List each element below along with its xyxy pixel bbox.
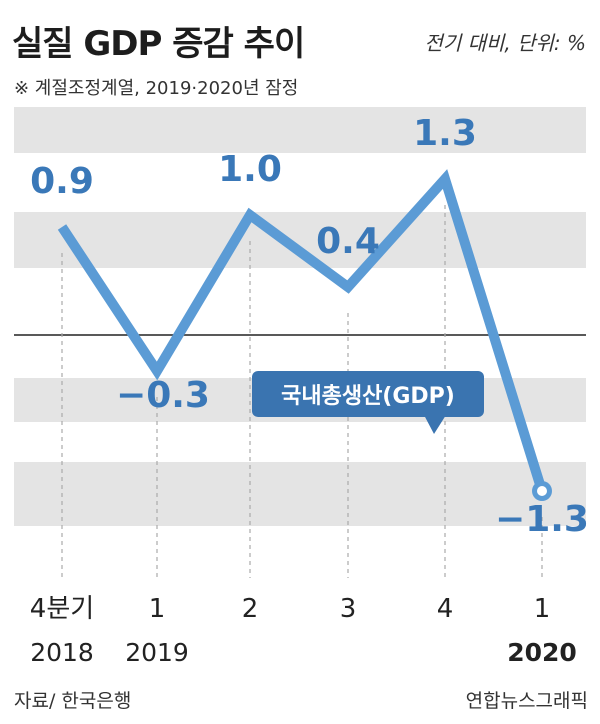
legend-label: 국내총생산(GDP)	[281, 384, 455, 409]
grid-band	[14, 462, 586, 526]
x-year-label: 2018	[30, 638, 94, 667]
x-tick-label: 1	[149, 594, 166, 624]
unit-label: 전기 대비, 단위: %	[424, 31, 586, 55]
data-label: −0.3	[116, 375, 210, 416]
data-label: 0.4	[316, 221, 380, 262]
x-year-label: 2020	[507, 638, 577, 667]
source-label: 자료/ 한국은행	[14, 690, 132, 712]
x-year-label: 2019	[125, 638, 189, 667]
data-label: 0.9	[30, 161, 94, 202]
x-tick-label: 3	[340, 594, 357, 624]
credit-label: 연합뉴스그래픽	[465, 690, 588, 712]
grid-band	[14, 212, 586, 268]
grid-band	[14, 107, 586, 153]
x-tick-label: 4	[437, 594, 454, 624]
data-label: −1.3	[495, 499, 589, 540]
footnote: ※ 계절조정계열, 2019·2020년 잠정	[14, 78, 299, 99]
legend-badge	[252, 371, 484, 417]
data-label: 1.3	[413, 113, 477, 154]
end-point-inner	[537, 486, 547, 496]
x-tick-label: 1	[534, 594, 551, 624]
x-tick-label: 2	[242, 594, 259, 624]
legend-badge-pointer	[424, 415, 446, 434]
series-line	[57, 169, 547, 493]
x-tick-label: 4분기	[30, 594, 94, 624]
chart-title: 실질 GDP 증감 추이	[12, 24, 305, 64]
data-label: 1.0	[218, 149, 282, 190]
